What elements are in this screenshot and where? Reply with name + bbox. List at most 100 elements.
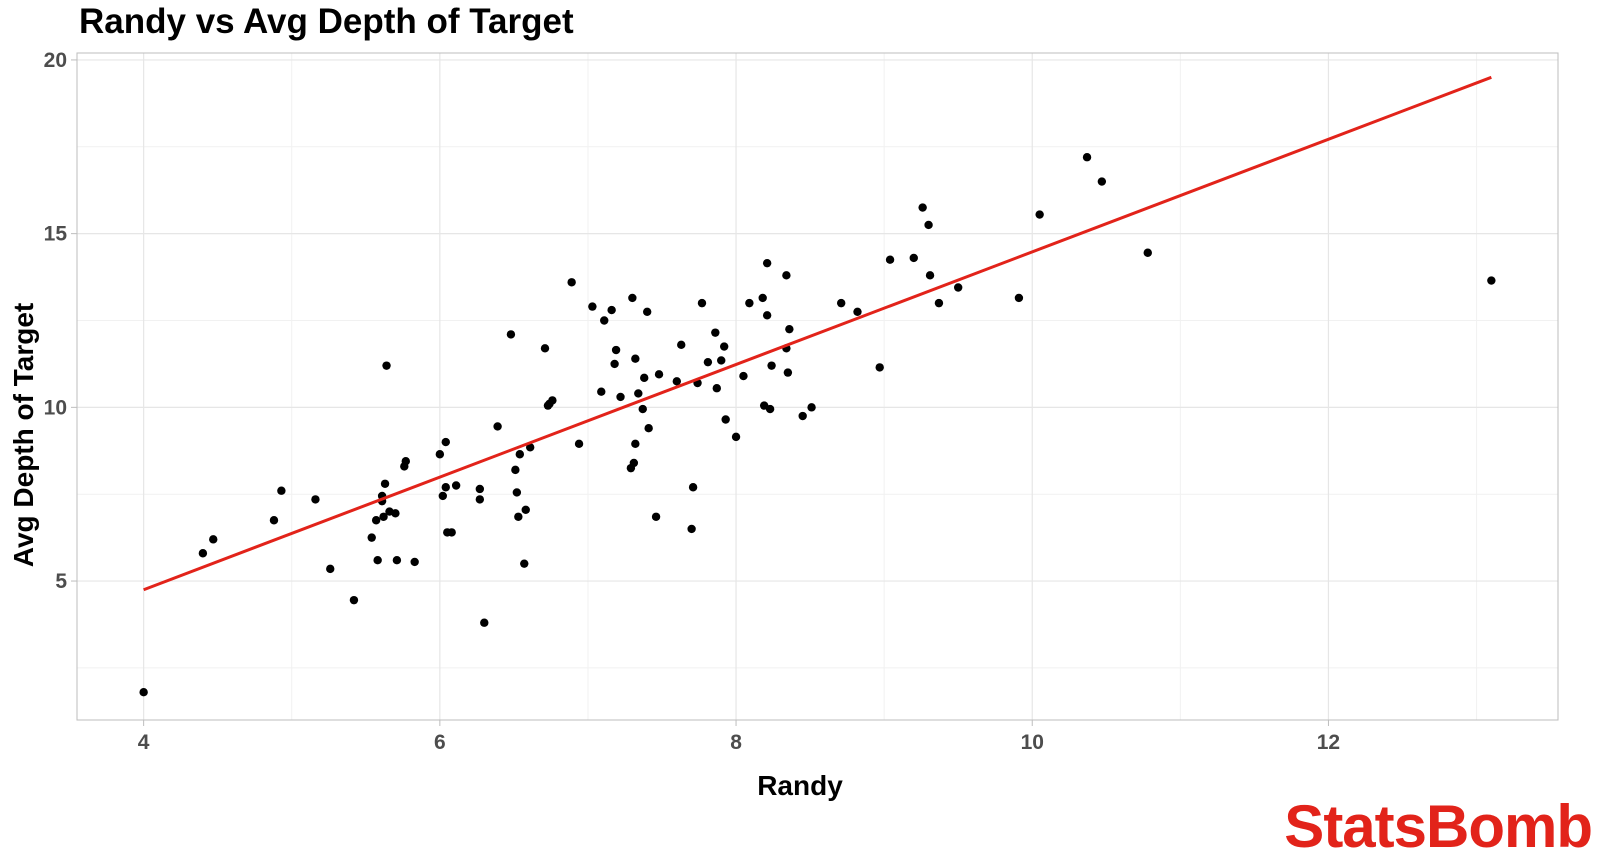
data-point: [349, 595, 359, 605]
data-point: [672, 377, 682, 386]
data-point: [642, 307, 652, 317]
data-point: [525, 443, 535, 452]
data-point: [745, 298, 754, 308]
data-point: [379, 512, 388, 521]
data-point: [600, 316, 609, 325]
data-point: [925, 271, 935, 280]
data-point: [435, 450, 445, 459]
data-point: [628, 293, 637, 303]
statsbomb-logo: StatsBomb: [1284, 793, 1593, 860]
data-point: [451, 481, 461, 490]
y-axis-label-container: Avg Depth of Target: [4, 120, 44, 750]
data-point: [631, 439, 640, 449]
data-point: [548, 396, 557, 405]
data-point: [198, 549, 208, 558]
y-tick-label: 5: [55, 570, 67, 593]
data-point: [798, 411, 807, 421]
data-point: [717, 356, 726, 365]
data-point: [631, 354, 640, 363]
data-point: [269, 516, 279, 525]
data-point: [719, 342, 729, 351]
x-tick-label: 4: [138, 731, 150, 754]
data-point: [438, 491, 448, 501]
data-point: [511, 465, 520, 475]
data-point: [371, 516, 381, 525]
data-points: [139, 153, 1496, 697]
x-tick-label: 6: [434, 731, 446, 754]
data-point: [909, 253, 918, 263]
data-point: [1082, 153, 1092, 162]
data-point: [373, 555, 382, 565]
data-point: [392, 555, 402, 565]
data-point: [521, 505, 530, 515]
y-axis-label: Avg Depth of Target: [8, 302, 39, 568]
data-point: [924, 220, 933, 230]
data-point: [885, 255, 895, 264]
data-point: [765, 404, 775, 414]
data-point: [515, 450, 525, 459]
data-point: [616, 392, 625, 402]
data-point: [441, 483, 450, 492]
minor-gridlines: [77, 53, 1558, 720]
data-point: [875, 363, 884, 372]
data-point: [721, 415, 730, 424]
data-point: [638, 404, 647, 414]
data-point: [758, 293, 767, 303]
data-point: [277, 486, 286, 495]
data-point: [610, 359, 619, 369]
data-point: [540, 344, 550, 353]
data-point: [520, 559, 529, 568]
data-point: [654, 370, 664, 379]
x-tick-label: 12: [1317, 731, 1340, 754]
data-point: [567, 278, 576, 287]
data-point: [807, 403, 816, 412]
data-point: [401, 456, 410, 466]
data-point: [447, 528, 456, 537]
data-point: [588, 302, 597, 311]
data-point: [480, 618, 489, 627]
data-point: [367, 533, 376, 542]
x-axis-ticks: 4 6 8 10 12: [138, 720, 1340, 754]
data-point: [697, 298, 707, 308]
plot-panel-border: [76, 52, 1559, 721]
data-point: [441, 437, 450, 447]
data-point: [512, 488, 522, 497]
data-point: [688, 483, 698, 492]
data-point: [711, 328, 720, 337]
data-point: [410, 557, 419, 567]
data-point: [139, 688, 148, 697]
data-point: [640, 373, 649, 383]
data-point: [762, 258, 772, 268]
y-tick-label: 10: [44, 396, 67, 419]
data-point: [934, 298, 944, 308]
data-point: [644, 423, 653, 433]
data-point: [1014, 293, 1024, 303]
y-tick-label: 20: [44, 49, 67, 72]
data-point: [1487, 276, 1496, 285]
data-point: [382, 361, 391, 370]
data-point: [209, 535, 218, 544]
data-point: [475, 484, 485, 494]
data-point: [739, 371, 748, 381]
data-point: [853, 307, 862, 317]
data-point: [611, 345, 621, 355]
data-point: [506, 330, 516, 339]
data-point: [953, 283, 963, 292]
data-point: [762, 311, 772, 320]
data-point: [782, 271, 791, 280]
data-point: [783, 368, 793, 377]
data-point: [918, 203, 927, 212]
data-point: [607, 305, 616, 315]
data-point: [703, 357, 713, 367]
major-gridlines: [77, 53, 1558, 720]
data-point: [731, 432, 741, 442]
x-tick-label: 8: [730, 731, 742, 754]
data-point: [380, 479, 390, 488]
y-axis-ticks: 5 10 15 20: [44, 49, 77, 593]
data-point: [574, 439, 584, 449]
data-point: [1097, 177, 1107, 186]
chart-title: Randy vs Avg Depth of Target: [79, 2, 574, 41]
data-point: [514, 512, 523, 521]
data-point: [629, 458, 639, 468]
